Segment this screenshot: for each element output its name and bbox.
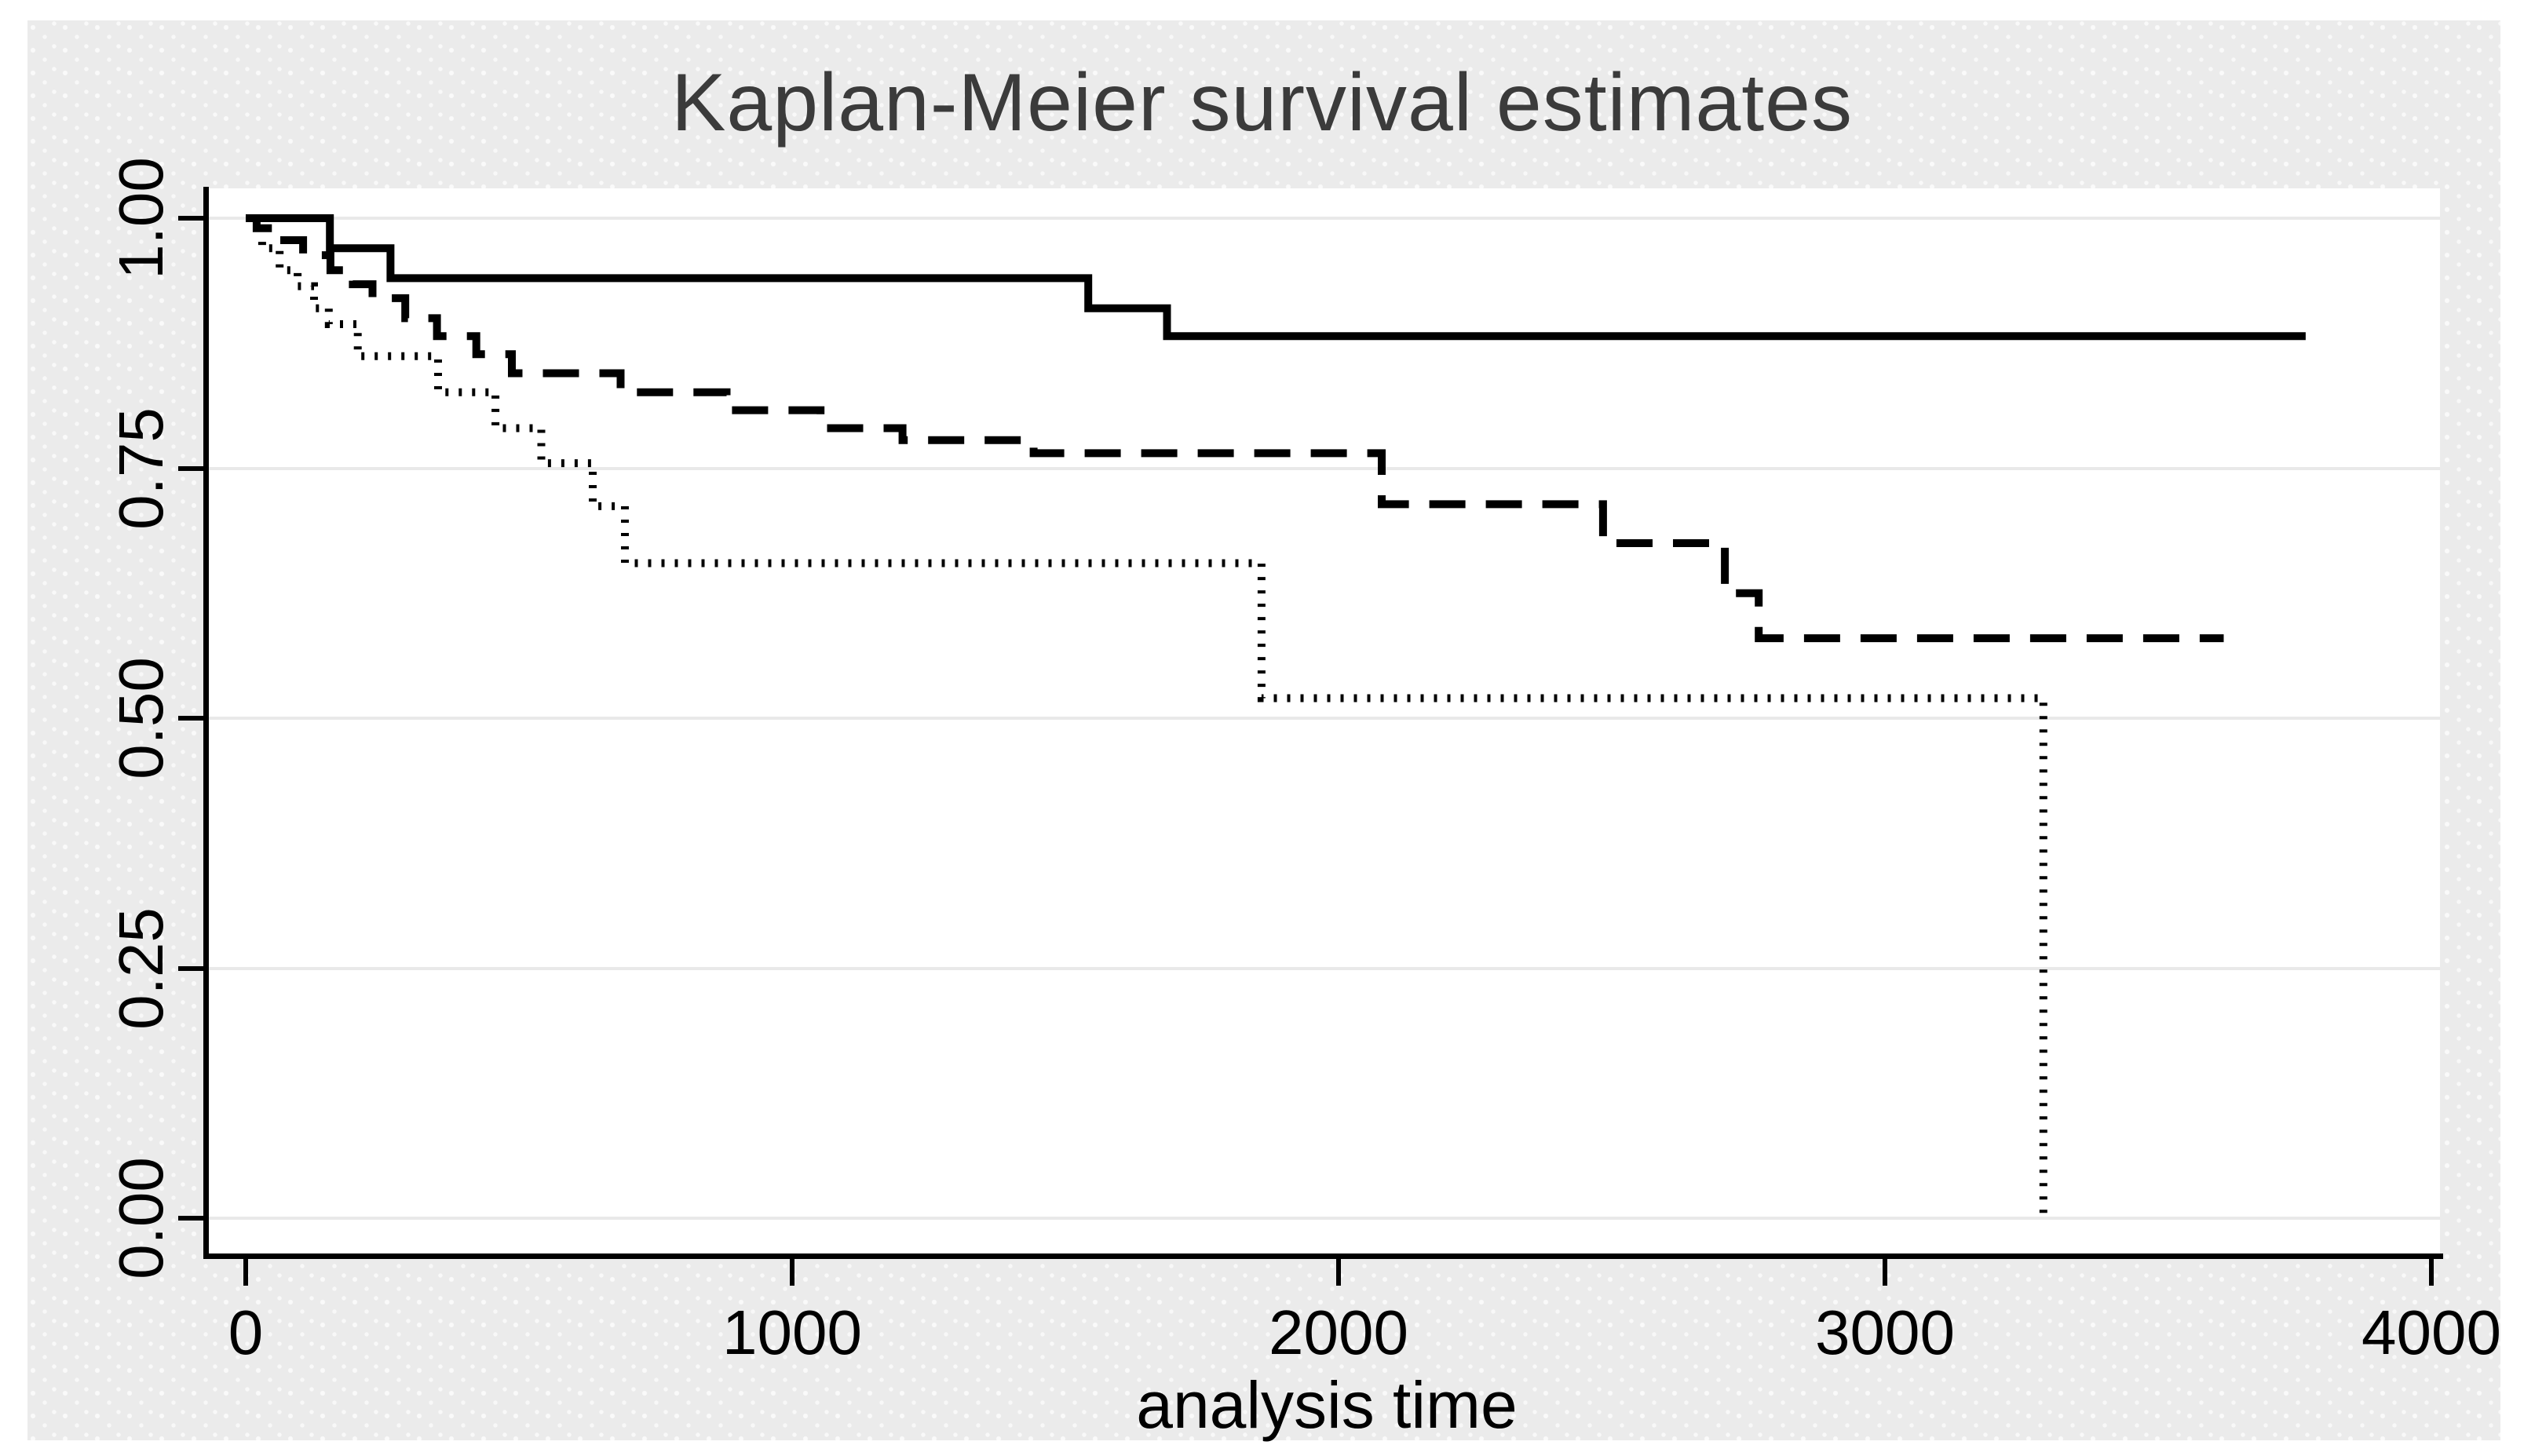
y-tick-label-0.25: 0.25 <box>106 907 176 1030</box>
y-tick-label-0.50: 0.50 <box>106 657 176 779</box>
plot-area <box>206 188 2440 1256</box>
y-tick-0.00 <box>178 1216 203 1221</box>
y-tick-0.25 <box>178 965 203 971</box>
y-tick-1.00 <box>178 216 203 221</box>
y-tick-label-0.00: 0.00 <box>106 1157 176 1279</box>
x-tick-label-1000: 1000 <box>722 1297 862 1367</box>
gridline-0.25 <box>206 966 2440 970</box>
y-axis-line <box>203 187 209 1259</box>
curve-group-dashed <box>246 214 2224 643</box>
gridline-0.50 <box>206 717 2440 720</box>
x-tick-1000 <box>790 1259 794 1286</box>
x-tick-label-0: 0 <box>228 1297 264 1367</box>
x-tick-3000 <box>1883 1259 1887 1286</box>
x-tick-label-2000: 2000 <box>1269 1297 1408 1367</box>
x-tick-4000 <box>2429 1259 2434 1286</box>
gridline-1.00 <box>206 217 2440 220</box>
curve-group-solid <box>246 214 2306 341</box>
chart-title: Kaplan-Meier survival estimates <box>671 57 1853 148</box>
gridline-0.00 <box>206 1217 2440 1220</box>
x-axis-title: analysis time <box>1136 1368 1518 1442</box>
y-tick-label-1.00: 1.00 <box>106 157 176 279</box>
y-tick-0.75 <box>178 465 203 471</box>
x-tick-label-4000: 4000 <box>2361 1297 2501 1367</box>
gridline-0.75 <box>206 466 2440 470</box>
x-tick-2000 <box>1336 1259 1341 1286</box>
survival-curves <box>246 214 2306 1218</box>
y-tick-label-0.75: 0.75 <box>106 407 176 530</box>
x-tick-label-3000: 3000 <box>1815 1297 1955 1367</box>
x-tick-0 <box>243 1259 248 1286</box>
x-axis-line <box>203 1253 2443 1259</box>
y-tick-0.50 <box>178 716 203 721</box>
